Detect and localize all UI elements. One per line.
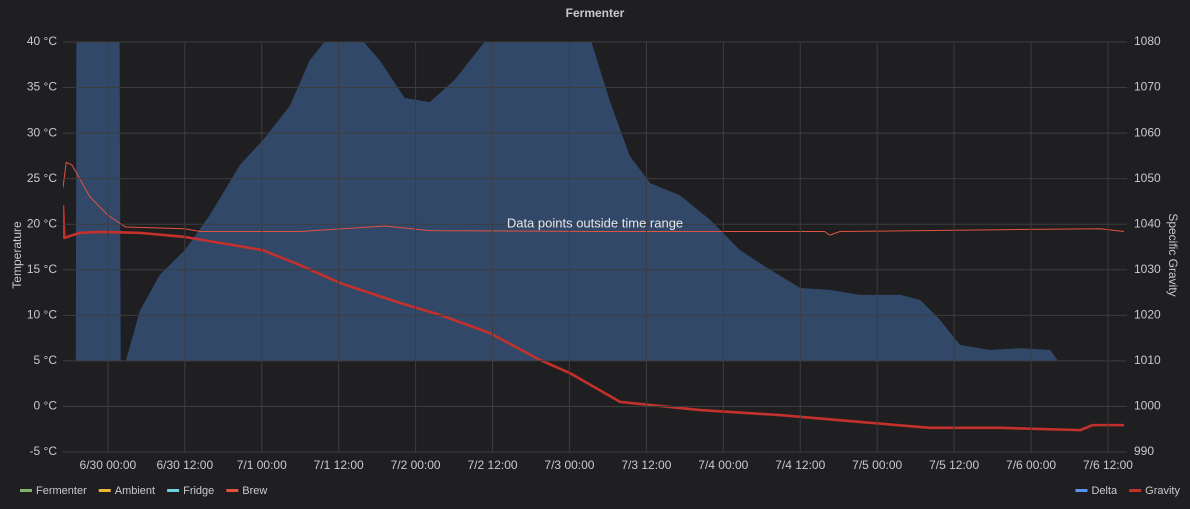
y-tick-label: 0 °C <box>34 399 58 413</box>
legend-swatch <box>98 489 111 492</box>
y-tick-label: 10 °C <box>27 308 57 322</box>
y2-tick-label: 1060 <box>1134 125 1161 139</box>
y-tick-label: 40 °C <box>27 34 57 48</box>
legend-swatch <box>167 489 180 492</box>
x-tick-label: 7/2 12:00 <box>468 458 518 472</box>
x-tick-label: 6/30 00:00 <box>80 458 137 472</box>
y-tick-label: 35 °C <box>27 80 57 94</box>
y-tick-label: 25 °C <box>27 171 57 185</box>
legend-swatch <box>226 489 239 492</box>
legend-label: Fridge <box>183 485 214 497</box>
y-tick-label: 30 °C <box>27 125 57 139</box>
legend-label: Delta <box>1091 485 1118 497</box>
y2-tick-label: 1000 <box>1134 399 1161 413</box>
y-axis-label: Temperature <box>10 221 24 289</box>
y2-tick-label: 1080 <box>1134 34 1161 48</box>
x-tick-label: 7/4 12:00 <box>775 458 825 472</box>
y2-tick-label: 1020 <box>1134 308 1161 322</box>
y-tick-label: 20 °C <box>27 216 57 230</box>
legend-label: Brew <box>242 485 267 497</box>
legend-label: Ambient <box>115 485 155 497</box>
x-tick-label: 7/3 00:00 <box>544 458 594 472</box>
y2-tick-label: 1010 <box>1134 353 1161 367</box>
annotation: Data points outside time range <box>507 215 683 230</box>
y-tick-label: -5 °C <box>30 444 58 458</box>
legend-swatch <box>1075 489 1088 492</box>
y2-tick-label: 1050 <box>1134 171 1161 185</box>
y2-tick-label: 990 <box>1134 444 1154 458</box>
legend-swatch <box>1129 489 1142 492</box>
x-tick-label: 7/5 12:00 <box>929 458 979 472</box>
x-tick-label: 7/4 00:00 <box>698 458 748 472</box>
legend-swatch <box>20 489 32 492</box>
series-line <box>63 205 1124 432</box>
y2-axis-label: Specific Gravity <box>1166 213 1180 296</box>
legend-label: Gravity <box>1145 485 1180 497</box>
x-tick-label: 7/2 00:00 <box>391 458 441 472</box>
x-tick-label: 6/30 12:00 <box>156 458 213 472</box>
y-tick-label: 15 °C <box>27 262 57 276</box>
y2-tick-label: 1030 <box>1134 262 1161 276</box>
delta-area <box>75 42 1058 361</box>
x-tick-label: 7/3 12:00 <box>621 458 671 472</box>
chart-title: Fermenter <box>566 6 625 20</box>
legend-label: Fermenter <box>36 485 87 497</box>
x-tick-label: 7/1 12:00 <box>314 458 364 472</box>
x-tick-label: 7/1 00:00 <box>237 458 287 472</box>
y2-tick-label: 1070 <box>1134 80 1161 94</box>
x-tick-label: 7/6 00:00 <box>1006 458 1056 472</box>
x-tick-label: 7/5 00:00 <box>852 458 902 472</box>
y-tick-label: 5 °C <box>34 353 58 367</box>
x-tick-label: 7/6 12:00 <box>1083 458 1133 472</box>
y2-tick-label: 1040 <box>1134 216 1161 230</box>
